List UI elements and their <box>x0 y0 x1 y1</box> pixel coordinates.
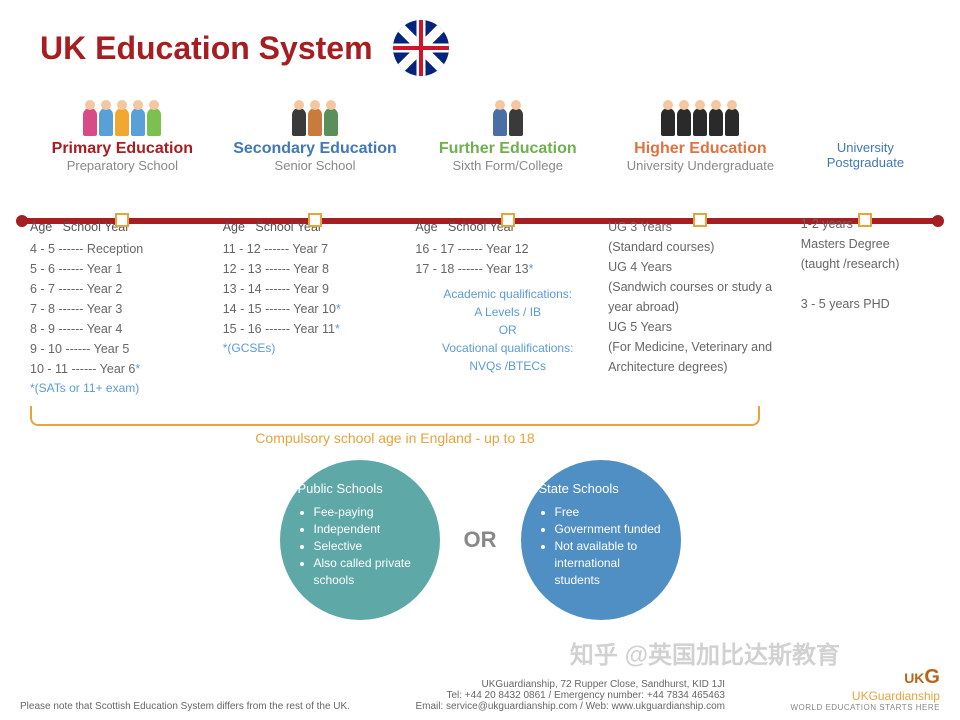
timeline-marker <box>115 213 129 227</box>
stage-subheading: Postgraduate <box>801 155 930 170</box>
stage-subheading: Sixth Form/College <box>415 158 600 173</box>
timeline-marker <box>693 213 707 227</box>
bracket <box>30 406 760 426</box>
contact-line1: UKGuardianship, 72 Rupper Close, Sandhur… <box>415 679 725 690</box>
stage-icon <box>223 86 408 136</box>
stage-subheading-top: University <box>801 140 930 155</box>
or-label: OR <box>464 527 497 553</box>
state-schools-circle: State SchoolsFreeGovernment fundedNot av… <box>521 460 681 620</box>
watermark: 知乎 @英国加比达斯教育 <box>570 635 840 670</box>
stage-icon <box>30 86 215 136</box>
stage-heading: Further Education <box>415 140 600 158</box>
uk-flag-icon <box>393 20 449 76</box>
contact-line3: Email: service@ukguardianship.com / Web:… <box>415 701 725 712</box>
qualification-note: Academic qualifications:A Levels / IBORV… <box>415 285 600 375</box>
timeline-marker <box>858 213 872 227</box>
stage-subheading: Preparatory School <box>30 158 215 173</box>
page-title: UK Education System <box>40 30 373 67</box>
stage-subheading: University Undergraduate <box>608 158 793 173</box>
stage-heading: Secondary Education <box>223 140 408 158</box>
stage-note: *(GCSEs) <box>223 339 408 358</box>
brand-tagline: WORLD EDUCATION STARTS HERE <box>790 703 940 712</box>
footer-note: Please note that Scottish Education Syst… <box>20 701 350 712</box>
contact-line2: Tel: +44 20 8432 0861 / Emergency number… <box>415 690 725 701</box>
brand-name: UKGuardianship <box>790 689 940 703</box>
stage-note: *(SATs or 11+ exam) <box>30 379 215 398</box>
stage-list: Age School Year4 - 5 ------ Reception5 -… <box>30 199 215 398</box>
stage-subheading: Senior School <box>223 158 408 173</box>
stage-heading: Higher Education <box>608 140 793 158</box>
bracket-label: Compulsory school age in England - up to… <box>30 430 760 446</box>
brand-logo: UKG <box>790 666 940 689</box>
stage-icon <box>415 86 600 136</box>
timeline-marker <box>501 213 515 227</box>
stage-heading: Primary Education <box>30 140 215 158</box>
stage-icon <box>801 86 930 136</box>
timeline-marker <box>308 213 322 227</box>
stage-icon <box>608 86 793 136</box>
public-schools-circle: Public SchoolsFee-payingIndependentSelec… <box>280 460 440 620</box>
